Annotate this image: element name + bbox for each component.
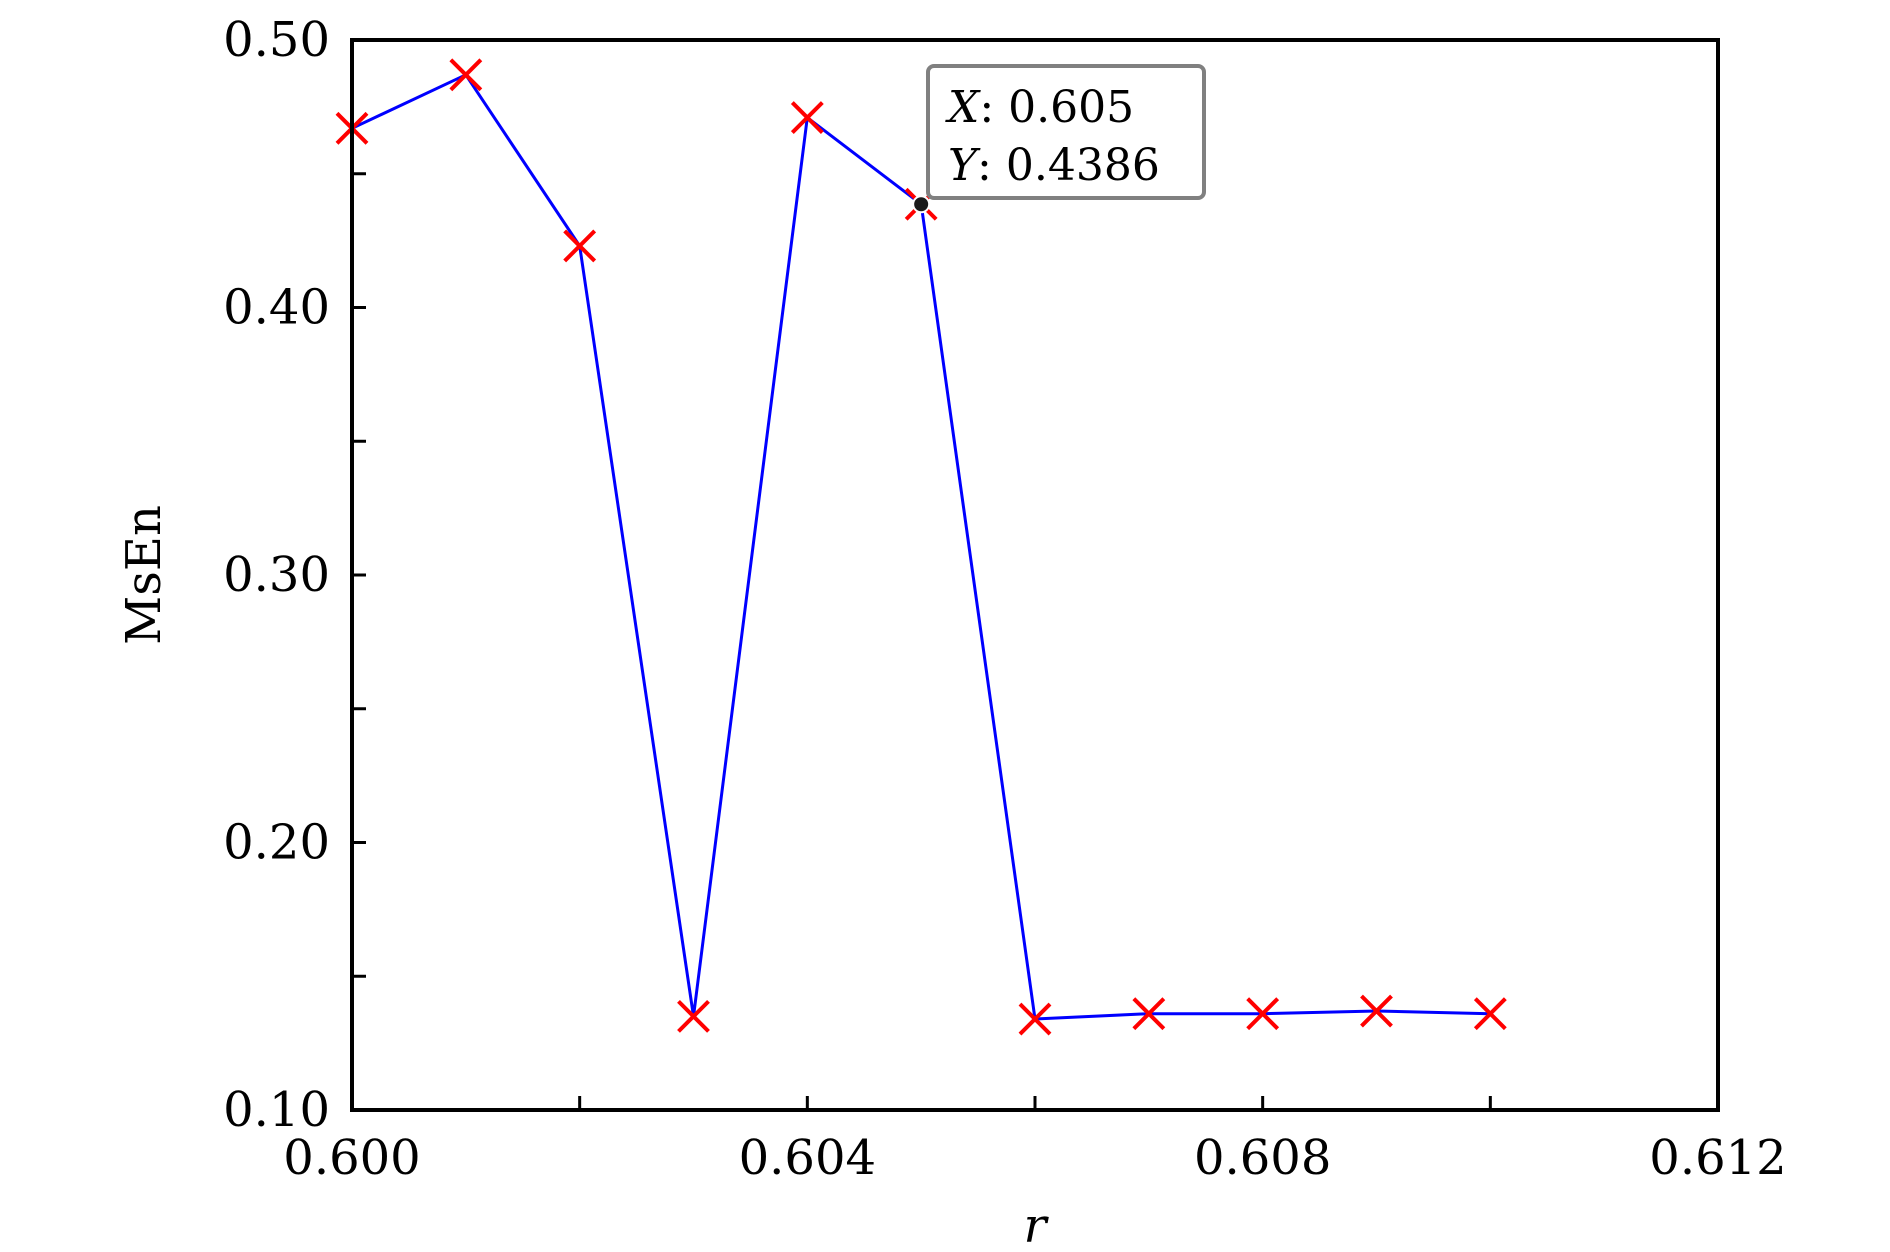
datatip-point-marker [912, 195, 931, 214]
datatip-box [926, 64, 1206, 200]
datatip-x-sep: : [979, 82, 1008, 133]
plot-area [352, 40, 1718, 1110]
y-axis-title: MsEn [116, 505, 172, 645]
data-point-marker [677, 999, 710, 1033]
axis-tick-labels: 0.600 0.604 0.608 0.612 0.10 0.20 0.30 0.40 0.50 [223, 12, 1787, 1186]
datatip-y-sep: : [977, 140, 1006, 191]
y-tick-label: 0.20 [223, 815, 330, 871]
data-point-marker [1132, 997, 1166, 1031]
datatip-y-label: Y [948, 140, 981, 191]
x-tick-label: 0.612 [1649, 1130, 1786, 1186]
data-point-marker [449, 58, 483, 92]
x-axis-title: r [1024, 1198, 1050, 1252]
y-tick-label: 0.50 [223, 12, 330, 68]
y-tick-label: 0.30 [223, 547, 330, 603]
markers-layer [335, 58, 1507, 1036]
data-point-marker [790, 101, 824, 134]
y-tick-label: 0.40 [223, 280, 330, 336]
datatip-x-line: X: 0.605 [945, 82, 1134, 133]
datatip-x-value: 0.605 [1008, 82, 1134, 133]
x-tick-label: 0.604 [739, 1130, 876, 1186]
y-tick-label: 0.10 [223, 1082, 330, 1138]
datatip-x-label: X [945, 82, 981, 133]
axis-ticks [350, 38, 1720, 1112]
datatip-y-line: Y: 0.4386 [948, 140, 1160, 191]
data-point-marker [1360, 994, 1393, 1028]
x-tick-label: 0.600 [283, 1130, 420, 1186]
datatip[interactable]: X: 0.605 Y: 0.4386 [912, 64, 1206, 214]
data-point-marker [563, 229, 597, 263]
data-point-marker [1473, 997, 1507, 1031]
plot-frame [350, 38, 1720, 1112]
x-tick-label: 0.608 [1194, 1130, 1331, 1186]
data-point-marker [1018, 1002, 1052, 1036]
data-point-marker [1246, 997, 1280, 1031]
datatip-y-value: 0.4386 [1006, 140, 1160, 191]
